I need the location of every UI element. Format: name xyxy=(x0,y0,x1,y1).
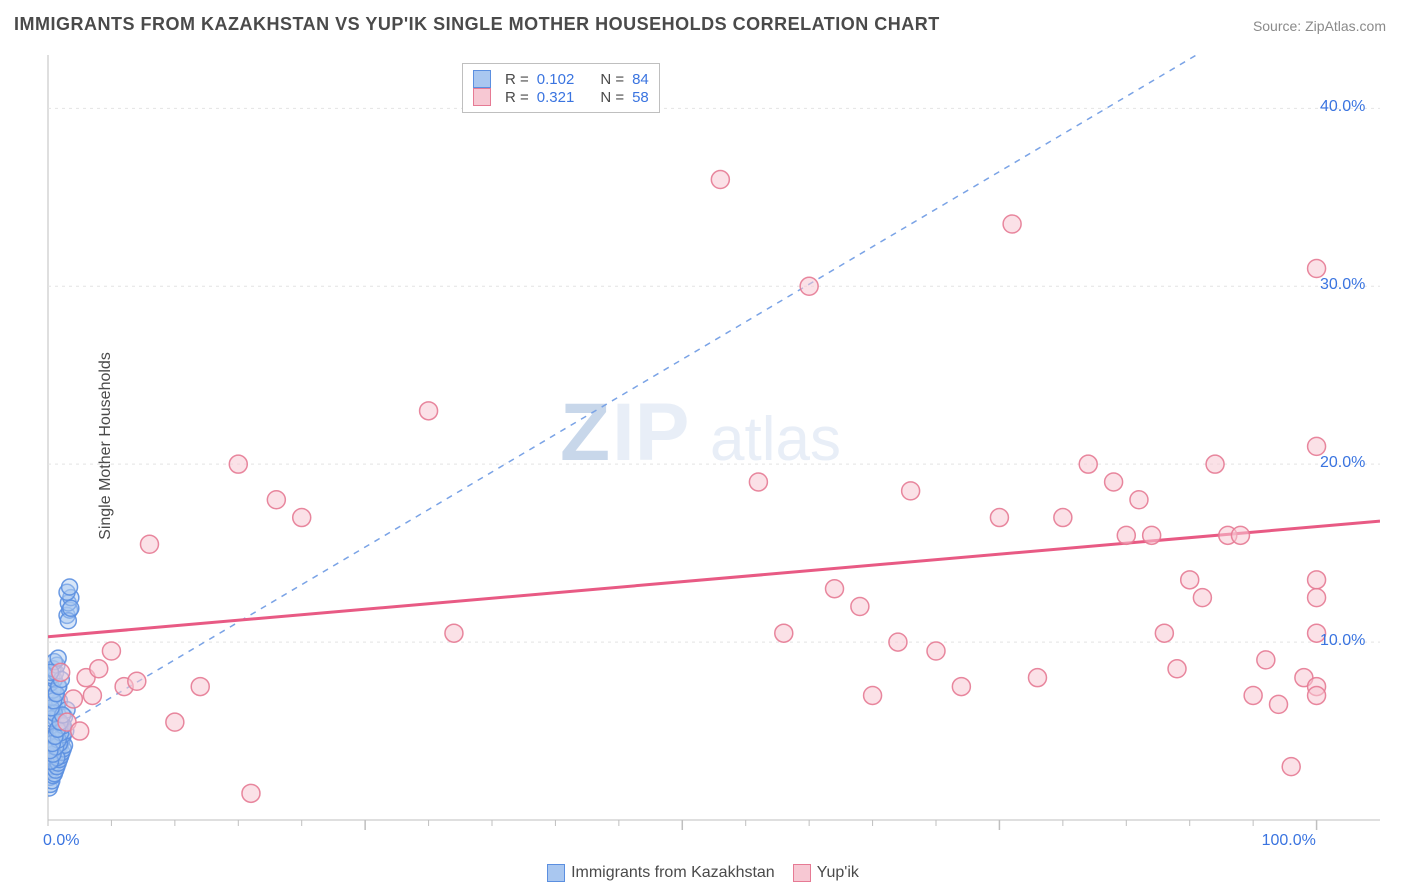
legend-swatch xyxy=(793,864,811,882)
correlation-legend: R = 0.102 N = 84 R = 0.321 N = 58 xyxy=(462,63,660,113)
svg-text:IP: IP xyxy=(612,387,689,478)
legend-swatch xyxy=(473,70,491,88)
n-value: 58 xyxy=(632,89,649,106)
y-tick-label: 20.0% xyxy=(1320,454,1365,472)
r-label: R = xyxy=(505,71,529,88)
series-legend: Immigrants from Kazakhstan Yup'ik xyxy=(0,864,1406,882)
x-tick-label: 100.0% xyxy=(1262,832,1316,850)
svg-text:Z: Z xyxy=(560,387,610,478)
legend-label: Yup'ik xyxy=(817,864,859,881)
scatter-plot: ZIP atlas xyxy=(0,0,1406,892)
legend-row: R = 0.102 N = 84 xyxy=(473,70,649,88)
x-tick-label: 0.0% xyxy=(43,832,79,850)
legend-swatch xyxy=(547,864,565,882)
r-label: R = xyxy=(505,89,529,106)
n-value: 84 xyxy=(632,71,649,88)
legend-item: Immigrants from Kazakhstan xyxy=(547,864,775,882)
y-tick-label: 10.0% xyxy=(1320,632,1365,650)
legend-label: Immigrants from Kazakhstan xyxy=(571,864,775,881)
n-label: N = xyxy=(600,71,624,88)
svg-text:atlas: atlas xyxy=(710,405,841,474)
legend-swatch xyxy=(473,88,491,106)
legend-item: Yup'ik xyxy=(793,864,859,882)
y-tick-label: 40.0% xyxy=(1320,98,1365,116)
r-value: 0.321 xyxy=(537,89,575,106)
n-label: N = xyxy=(600,89,624,106)
y-tick-label: 30.0% xyxy=(1320,276,1365,294)
legend-row: R = 0.321 N = 58 xyxy=(473,88,649,106)
r-value: 0.102 xyxy=(537,71,575,88)
